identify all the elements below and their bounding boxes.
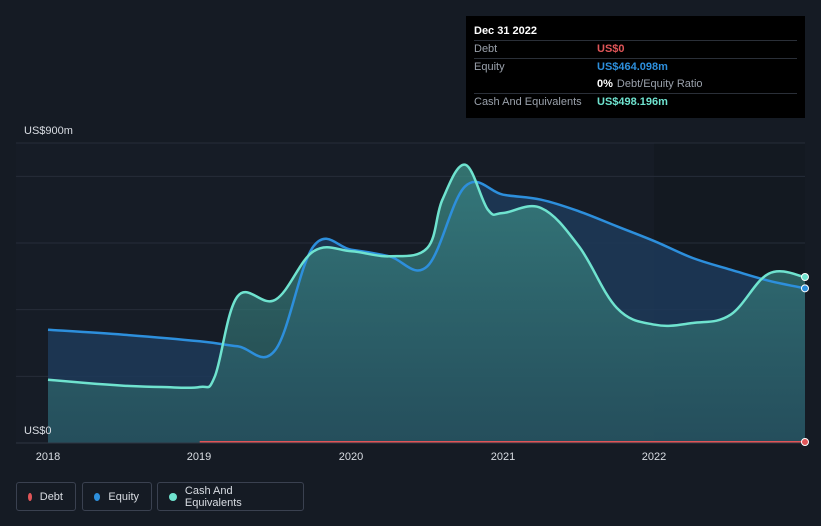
tooltip-row-equity: Equity US$464.098m	[474, 58, 797, 76]
cash-end-marker	[800, 273, 809, 281]
y-axis-top-label: US$900m	[24, 125, 73, 137]
legend-debt-label: Debt	[39, 490, 63, 503]
tooltip-cash-value: US$498.196m	[597, 96, 668, 108]
legend-cash-label: Cash And Equivalents	[184, 484, 242, 509]
tooltip-cash-label: Cash And Equivalents	[474, 96, 582, 108]
legend-item-debt[interactable]: Debt	[16, 482, 76, 511]
tooltip-debt-label: Debt	[474, 43, 498, 55]
tooltip-debt-value: US$0	[597, 43, 625, 55]
tooltip-ratio-value: 0%	[597, 78, 613, 90]
x-tick-label-2021: 2021	[490, 451, 516, 463]
equity-legend-dot	[94, 492, 101, 501]
cash-line	[47, 163, 806, 390]
x-tick-label-2019: 2019	[186, 451, 212, 463]
data-tooltip: Dec 31 2022 Debt US$0 Equity US$464.098m…	[466, 16, 805, 118]
equity-line	[47, 180, 806, 359]
legend-equity-label: Equity	[108, 490, 139, 503]
tooltip-row-cash: Cash And Equivalents US$498.196m	[474, 93, 797, 111]
legend-item-cash[interactable]: Cash And Equivalents	[157, 482, 304, 511]
cash-area	[48, 164, 805, 443]
cash-legend-dot	[169, 492, 177, 501]
equity-end-marker	[800, 284, 809, 293]
tooltip-equity-value: US$464.098m	[597, 61, 668, 73]
tooltip-ratio-spacer	[474, 76, 597, 93]
tooltip-row-ratio: 0% Debt/Equity Ratio	[474, 76, 797, 93]
tooltip-ratio-label: Debt/Equity Ratio	[616, 78, 703, 90]
x-tick-label-2022: 2022	[641, 451, 667, 463]
y-axis-zero-label: US$0	[24, 425, 52, 437]
tooltip-date: Dec 31 2022	[474, 25, 537, 37]
legend-item-equity[interactable]: Equity	[82, 482, 152, 511]
debt-end-marker	[800, 438, 809, 446]
debt-legend-dot	[28, 492, 32, 501]
x-tick-label-2020: 2020	[338, 451, 364, 463]
end-markers	[800, 273, 809, 446]
x-tick-label-2018: 2018	[35, 451, 61, 463]
tooltip-equity-label: Equity	[474, 61, 505, 73]
tooltip-row-debt: Debt US$0	[474, 40, 797, 58]
